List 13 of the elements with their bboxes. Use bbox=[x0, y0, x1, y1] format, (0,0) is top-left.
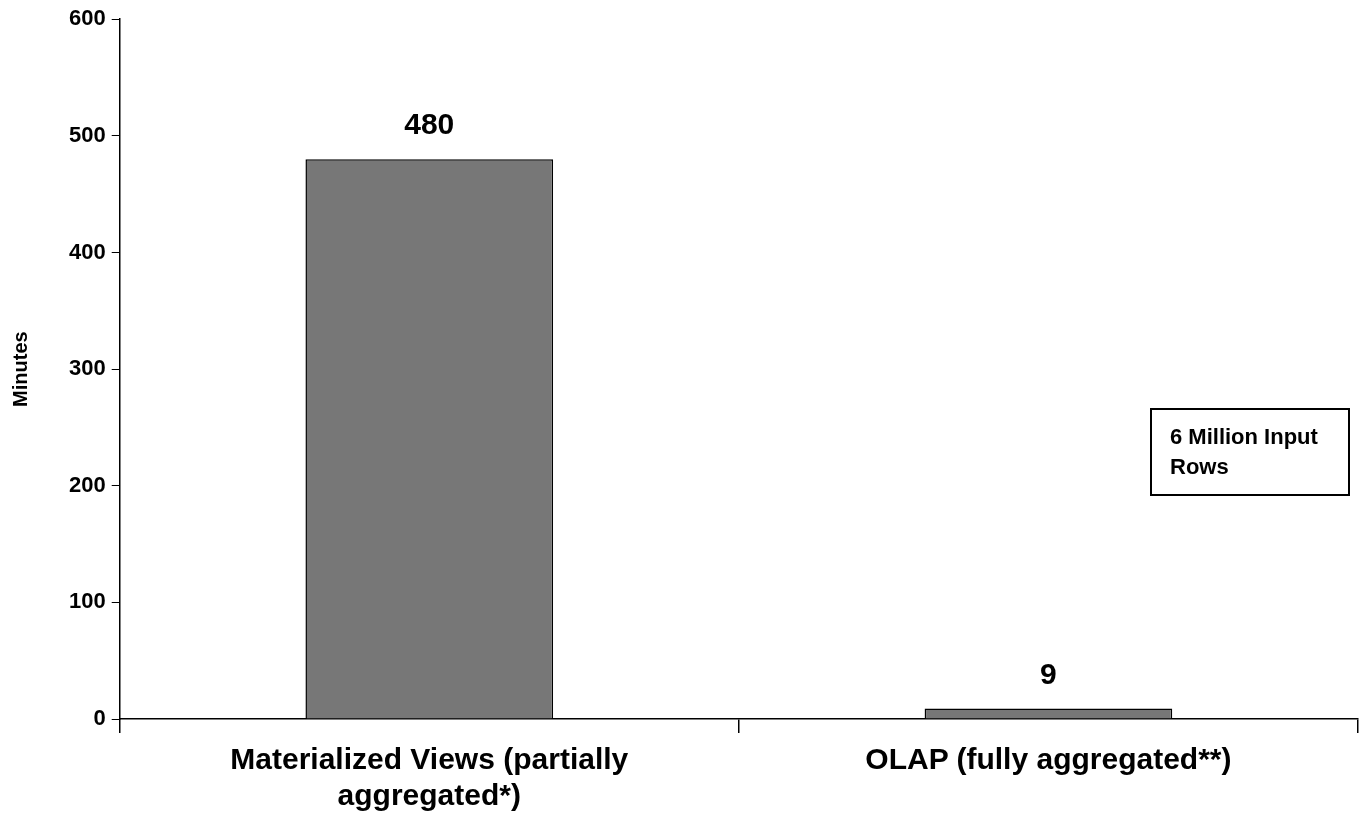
y-axis-title: Minutes bbox=[8, 331, 31, 407]
y-tick-label: 100 bbox=[68, 588, 106, 614]
data-label: 9 bbox=[1040, 656, 1057, 690]
y-tick-label: 300 bbox=[68, 355, 106, 381]
data-label: 480 bbox=[404, 107, 455, 141]
annotation: 6 Million Input Rows bbox=[1150, 408, 1350, 496]
x-tick-label: Materialized Views (partially aggregated*) bbox=[230, 742, 629, 812]
y-tick-label: 0 bbox=[93, 705, 106, 731]
y-tick-label: 500 bbox=[68, 121, 106, 147]
y-tick-label: 200 bbox=[68, 471, 106, 497]
x-tick-label: OLAP (fully aggregated**) bbox=[865, 742, 1232, 776]
y-tick-label: 400 bbox=[68, 238, 106, 264]
y-tick-label: 600 bbox=[68, 5, 106, 31]
